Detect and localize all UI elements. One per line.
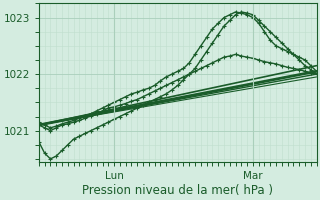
X-axis label: Pression niveau de la mer( hPa ): Pression niveau de la mer( hPa ) [82, 184, 273, 197]
